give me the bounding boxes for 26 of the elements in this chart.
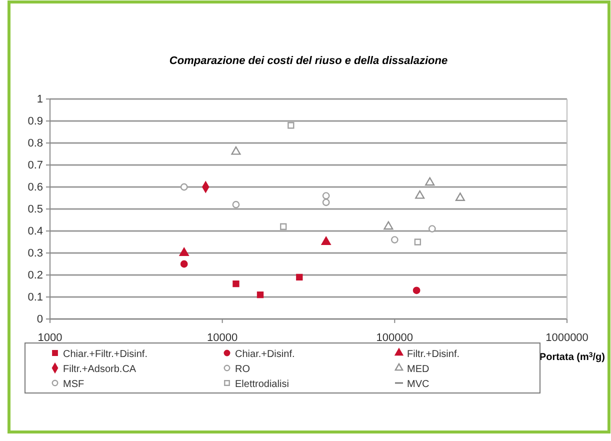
legend-label: MVC xyxy=(407,379,430,390)
x-tick-label: 1000 xyxy=(38,332,62,344)
legend-label: MSF xyxy=(63,379,84,390)
x-axis-title: Portata (m$^{3}$/g) xyxy=(539,352,605,363)
legend-label: Chiar.+Filtr.+Disinf. xyxy=(63,349,148,360)
y-tick-label: 0.8 xyxy=(28,138,43,150)
x-tick-label: 1000000 xyxy=(546,332,588,344)
legend-label: RO xyxy=(235,364,250,375)
x-tick-label: 100000 xyxy=(376,332,414,344)
x-tick-label: 10000 xyxy=(207,332,238,344)
y-tick-label: 0 xyxy=(36,314,43,326)
y-tick-label: 1 xyxy=(36,94,43,106)
legend-label: Filtr.+Adsorb.CA xyxy=(63,364,136,375)
y-tick-label: 0.7 xyxy=(28,160,43,172)
chart-title: Comparazione dei costi del riuso e della dissalazione xyxy=(169,55,448,67)
y-tick-label: 0.6 xyxy=(28,182,43,194)
y-tick-label: 0.2 xyxy=(28,270,43,282)
y-tick-label: 0.3 xyxy=(28,248,43,260)
legend-label: Chiar.+Disinf. xyxy=(235,349,295,360)
y-tick-label: 0.5 xyxy=(28,204,43,216)
y-tick-label: 0.1 xyxy=(28,292,43,304)
legend-label: MED xyxy=(407,364,430,375)
y-tick-label: 0.9 xyxy=(28,116,43,128)
legend-label: Filtr.+Disinf. xyxy=(407,349,460,360)
legend-label: Elettrodialisi xyxy=(235,379,289,390)
y-tick-label: 0.4 xyxy=(28,226,43,238)
